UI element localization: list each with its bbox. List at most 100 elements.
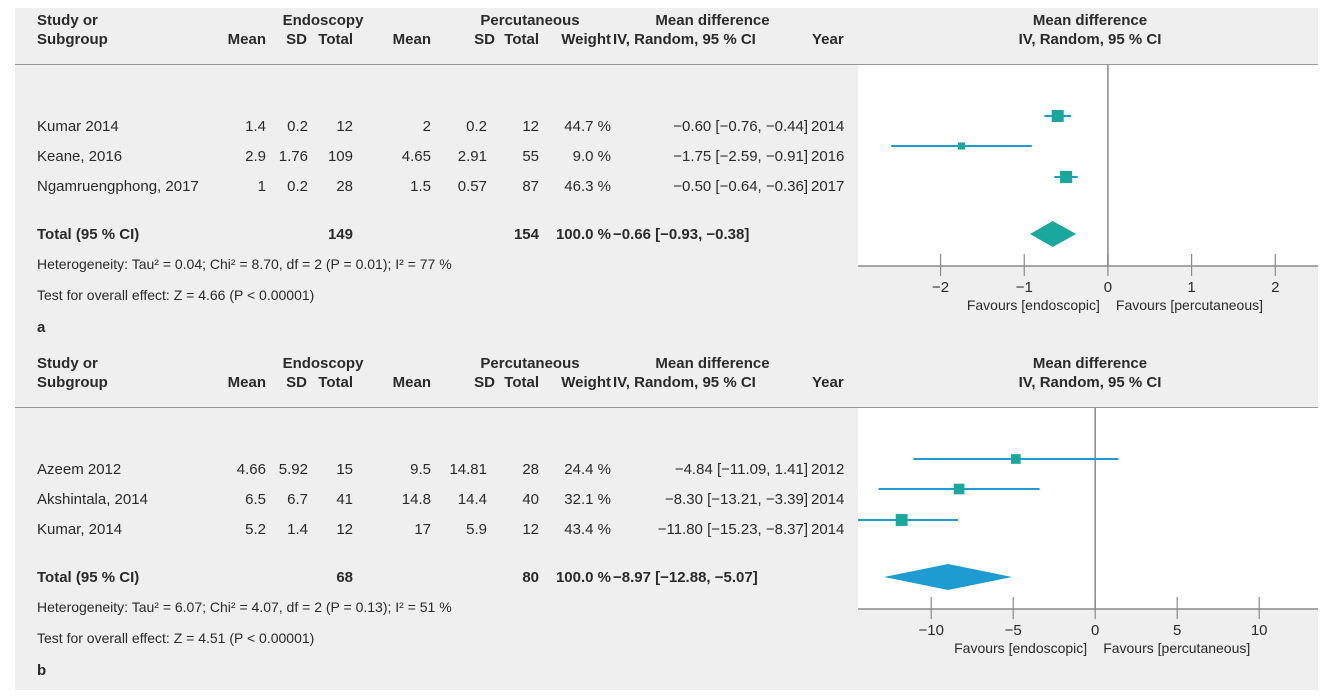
endo-total: 109 — [327, 148, 353, 165]
pooled-estimate-diamond — [1030, 221, 1077, 247]
perc-sd: 2.91 — [457, 148, 487, 165]
forest-plot-figure: Study or Subgroup Endoscopy Percutaneous Mea… — [15, 8, 1318, 690]
header-endoscopy: Endoscopy — [282, 355, 364, 372]
x-tick-label: 10 — [1251, 622, 1268, 639]
total-perc: 80 — [522, 569, 539, 586]
favours-endoscopic-label: Favours [endoscopic] — [967, 297, 1100, 313]
header-mean-endo: Mean — [227, 31, 266, 48]
total-label: Total (95 % CI) — [37, 569, 140, 586]
endo-sd: 1.4 — [287, 521, 308, 538]
endo-total: 12 — [336, 521, 353, 538]
year: 2014 — [811, 491, 845, 508]
total-weight: 100.0 % — [555, 569, 611, 586]
header-sd-endo: SD — [286, 374, 307, 391]
header-subgroup: Subgroup — [37, 374, 108, 391]
study-point — [1010, 454, 1021, 464]
header-subgroup: Subgroup — [37, 31, 108, 48]
header-study: Study or — [37, 355, 98, 372]
favours-percutaneous-label: Favours [percutaneous] — [1103, 640, 1250, 656]
year: 2016 — [811, 148, 845, 165]
perc-mean: 2 — [422, 118, 431, 135]
total-ci: −0.66 [−0.93, −0.38] — [613, 226, 750, 243]
perc-sd: 0.2 — [466, 118, 487, 135]
endo-total: 15 — [336, 461, 353, 478]
header-sd-perc: SD — [474, 31, 495, 48]
overall-effect-test: Test for overall effect: Z = 4.51 (P < 0… — [37, 630, 315, 646]
header-total-endo: Total — [318, 374, 353, 391]
x-tick-label: −1 — [1016, 279, 1033, 296]
endo-sd: 5.92 — [278, 461, 308, 478]
header-rule — [15, 407, 1318, 408]
mean-difference-ci: −4.84 [−11.09, 1.41] — [674, 461, 808, 478]
weight: 32.1 % — [564, 491, 611, 508]
study-point — [1059, 170, 1073, 184]
perc-total: 12 — [522, 521, 539, 538]
year: 2014 — [811, 118, 845, 135]
endo-sd: 6.7 — [287, 491, 308, 508]
weight: 44.7 % — [564, 118, 611, 135]
perc-total: 55 — [522, 148, 539, 165]
perc-mean: 4.65 — [401, 148, 431, 165]
header-percutaneous: Percutaneous — [480, 12, 580, 29]
header-total-perc: Total — [504, 374, 539, 391]
total-perc: 154 — [513, 226, 539, 243]
x-tick-label: −10 — [918, 622, 943, 639]
favours-endoscopic-label: Favours [endoscopic] — [954, 640, 1087, 656]
endo-mean: 1.4 — [245, 118, 266, 135]
endo-sd: 1.76 — [278, 148, 308, 165]
header-mean-perc: Mean — [392, 31, 431, 48]
forest-plot-axis: −2 −1 0 1 2 Favours [endoscopic] Favours [perc… — [858, 254, 1318, 313]
forest-plot-svg — [891, 65, 1109, 265]
mean-difference-ci: −0.60 [−0.76, −0.44] — [673, 118, 808, 135]
total-weight: 100.0 % — [555, 226, 611, 243]
header-weight: Weight — [561, 374, 611, 391]
study-name: Akshintala, 2014 — [37, 491, 148, 508]
x-tick-label: 1 — [1187, 279, 1195, 296]
perc-sd: 14.81 — [449, 461, 487, 478]
endo-total: 12 — [336, 118, 353, 135]
endo-sd: 0.2 — [287, 178, 308, 195]
overall-effect-test: Test for overall effect: Z = 4.66 (P < 0… — [37, 287, 315, 303]
header-year: Year — [812, 31, 844, 48]
total-endo: 68 — [336, 569, 353, 586]
forest-plot-area — [858, 65, 1318, 266]
endo-mean: 1 — [257, 178, 266, 195]
study-name: Kumar 2014 — [37, 118, 119, 135]
year: 2014 — [811, 521, 845, 538]
total-ci: −8.97 [−12.88, −5.07] — [613, 569, 758, 586]
mean-difference-ci: −1.75 [−2.59, −0.91] — [673, 148, 808, 165]
x-tick-label: −2 — [932, 279, 949, 296]
year: 2017 — [811, 178, 845, 195]
study-point — [957, 142, 966, 150]
total-label: Total (95 % CI) — [37, 226, 140, 243]
weight: 9.0 % — [572, 148, 611, 165]
mean-difference-ci: −8.30 [−13.21, −3.39] — [664, 491, 808, 508]
year: 2012 — [811, 461, 845, 478]
endo-mean: 6.5 — [245, 491, 266, 508]
x-tick-label: 2 — [1271, 279, 1279, 296]
weight: 43.4 % — [564, 521, 611, 538]
pooled-estimate-diamond — [883, 564, 1013, 590]
perc-total: 40 — [522, 491, 539, 508]
header-study: Study or — [37, 12, 98, 29]
header-rule — [15, 64, 1318, 65]
header-year: Year — [812, 374, 844, 391]
heterogeneity-stats: Heterogeneity: Tau² = 0.04; Chi² = 8.70,… — [37, 256, 452, 272]
mean-difference-ci: −11.80 [−15.23, −8.37] — [657, 521, 808, 538]
x-tick-label: 5 — [1173, 622, 1181, 639]
endo-mean: 2.9 — [245, 148, 266, 165]
endo-mean: 5.2 — [245, 521, 266, 538]
study-point — [895, 514, 908, 526]
total-endo: 149 — [327, 226, 353, 243]
perc-mean: 17 — [414, 521, 431, 538]
weight: 46.3 % — [564, 178, 611, 195]
study-name: Kumar, 2014 — [37, 521, 123, 538]
header-endoscopy: Endoscopy — [282, 12, 364, 29]
weight: 24.4 % — [564, 461, 611, 478]
perc-total: 87 — [522, 178, 539, 195]
perc-mean: 14.8 — [401, 491, 431, 508]
header-mean-perc: Mean — [392, 374, 431, 391]
endo-sd: 0.2 — [287, 118, 308, 135]
study-name: Keane, 2016 — [37, 148, 123, 165]
perc-mean: 9.5 — [410, 461, 431, 478]
